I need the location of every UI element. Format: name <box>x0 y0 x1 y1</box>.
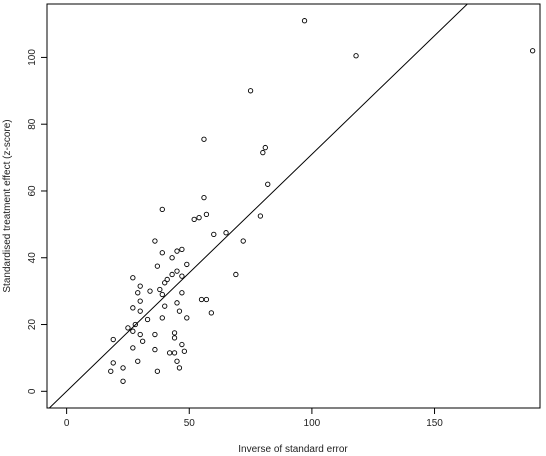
data-point <box>174 248 180 254</box>
data-point <box>179 246 185 253</box>
data-point <box>159 250 165 256</box>
data-point <box>176 308 183 314</box>
data-point <box>196 215 202 221</box>
data-point <box>233 271 239 278</box>
regression-line <box>48 4 469 408</box>
data-point <box>198 296 205 303</box>
data-point <box>152 346 158 353</box>
data-point <box>169 271 175 278</box>
data-point <box>130 305 136 311</box>
plot-frame <box>46 3 541 409</box>
data-point <box>152 238 158 244</box>
data-point <box>171 350 178 356</box>
data-point <box>164 276 170 283</box>
data-point <box>171 335 178 341</box>
data-point <box>130 328 136 334</box>
data-point <box>137 298 143 304</box>
y-tick-label: 100 <box>27 49 38 66</box>
data-point <box>174 358 180 364</box>
data-point <box>135 290 141 296</box>
data-point <box>137 331 143 338</box>
data-point <box>240 238 246 244</box>
data-point <box>191 216 197 223</box>
data-point <box>257 213 264 219</box>
data-point <box>171 330 178 336</box>
data-point <box>174 268 180 274</box>
data-point <box>157 286 163 293</box>
data-point <box>154 263 161 269</box>
x-axis: 0 50 100 150 <box>64 408 443 429</box>
y-tick-label: 60 <box>27 185 38 197</box>
data-point <box>247 88 254 94</box>
data-point <box>137 283 143 289</box>
data-point <box>529 48 536 54</box>
data-point <box>203 296 210 303</box>
data-point <box>179 273 185 279</box>
x-tick-label: 150 <box>426 418 443 429</box>
data-point <box>147 288 153 294</box>
data-point <box>159 315 165 321</box>
data-point <box>179 341 185 348</box>
y-axis-label: Standardised treatment effect (z-score) <box>2 119 13 292</box>
y-tick-label: 80 <box>27 118 38 130</box>
data-point <box>184 261 190 268</box>
data-point <box>159 206 165 212</box>
data-point <box>120 365 126 371</box>
data-point <box>162 280 168 286</box>
data-point <box>262 144 268 151</box>
data-point <box>174 300 180 306</box>
data-point <box>201 195 207 201</box>
data-point <box>110 336 116 343</box>
y-axis: 0 20 40 60 80 100 <box>27 49 47 394</box>
data-point <box>353 53 359 59</box>
data-point <box>152 331 158 338</box>
data-point <box>159 291 165 298</box>
data-point <box>201 136 207 142</box>
x-axis-label: Inverse of standard error <box>238 444 348 455</box>
y-tick-label: 20 <box>27 319 38 331</box>
y-tick-label: 0 <box>27 388 38 394</box>
data-point <box>162 303 168 309</box>
x-tick-label: 0 <box>64 418 70 429</box>
data-point <box>169 255 175 261</box>
data-point <box>179 290 185 296</box>
data-point <box>140 338 146 344</box>
data-point <box>203 211 210 217</box>
data-point <box>132 321 138 328</box>
data-point <box>166 350 173 356</box>
data-point <box>137 308 143 314</box>
x-tick-label: 100 <box>304 418 321 429</box>
data-point <box>120 378 126 384</box>
data-point <box>184 315 190 321</box>
data-point <box>130 345 136 351</box>
data-point <box>144 316 151 323</box>
data-point <box>125 325 131 331</box>
x-tick-label: 50 <box>184 418 196 429</box>
data-point <box>211 231 217 238</box>
data-point <box>208 310 214 316</box>
data-points <box>108 18 536 384</box>
data-point <box>223 230 229 236</box>
data-point <box>135 358 141 364</box>
data-point <box>154 368 161 374</box>
data-point <box>108 368 114 374</box>
data-point <box>265 181 271 187</box>
data-point <box>110 360 116 366</box>
data-point <box>130 275 136 281</box>
data-point <box>301 18 308 24</box>
y-tick-label: 40 <box>27 252 38 264</box>
data-point <box>181 348 188 354</box>
data-point <box>260 149 266 156</box>
data-point <box>176 365 183 371</box>
